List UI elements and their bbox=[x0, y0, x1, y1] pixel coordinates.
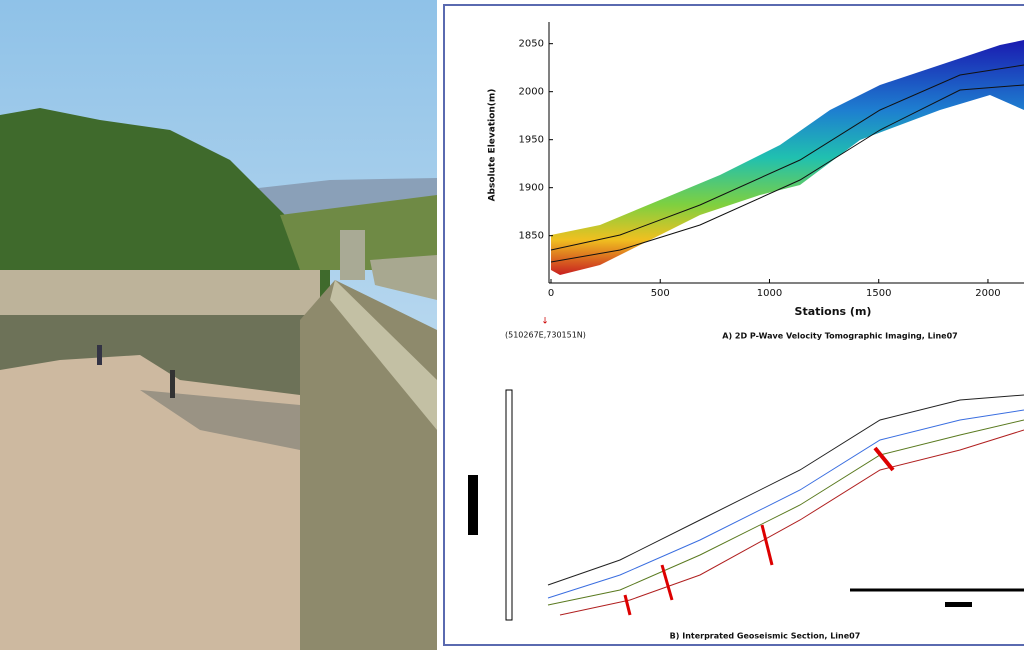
x-tick-label: 1500 bbox=[866, 288, 891, 299]
y-tick-label: 1950 bbox=[519, 135, 544, 146]
coordinate: (510267E,730151N) bbox=[505, 331, 586, 340]
photo bbox=[0, 0, 437, 650]
scale-block bbox=[945, 602, 972, 607]
x-tick-label: 2000 bbox=[975, 288, 1000, 299]
y-tick-label: 2050 bbox=[519, 39, 544, 50]
y-axis-label: Absolute Elevation(m) bbox=[488, 89, 498, 202]
y-tick-label: 1850 bbox=[519, 231, 544, 242]
y-tick-label: 2000 bbox=[519, 87, 544, 98]
y-tick-label: 1900 bbox=[519, 183, 544, 194]
caption-a: A) 2D P-Wave Velocity Tomographic Imagin… bbox=[722, 332, 957, 341]
marker: ↓ bbox=[541, 317, 549, 327]
x-tick-label: 500 bbox=[651, 288, 670, 299]
x-tick-label: 0 bbox=[548, 288, 554, 299]
x-axis-label: Stations (m) bbox=[795, 305, 872, 318]
caption-b: B) Interprated Geoseismic Section, Line0… bbox=[670, 632, 861, 641]
vertical-scale bbox=[506, 390, 512, 620]
scale-block bbox=[468, 475, 478, 535]
x-tick-label: 1000 bbox=[757, 288, 782, 299]
